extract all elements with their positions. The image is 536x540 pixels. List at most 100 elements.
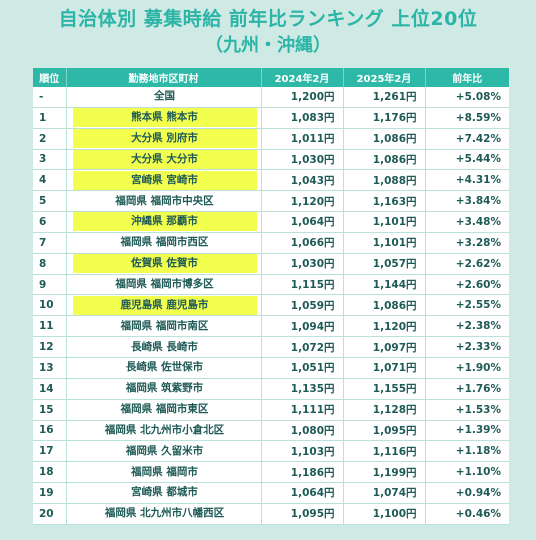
wage-2025-cell: 1,163円 bbox=[343, 190, 426, 213]
rank-cell: 8 bbox=[33, 253, 67, 275]
yoy-cell: +4.31% bbox=[425, 169, 509, 192]
header-area: 勤務地市区町村 bbox=[66, 68, 262, 87]
wage-2024-cell: 1,051円 bbox=[261, 357, 344, 379]
title-sub: （九州・沖縄） bbox=[205, 35, 331, 56]
area-label: 福岡県 北九州市八幡西区 bbox=[104, 507, 225, 520]
ranking-table: 順位 勤務地市区町村 2024年2月 2025年2月 前年比 - 全国 1,200円… bbox=[33, 68, 509, 525]
wage-2024-cell: 1,115円 bbox=[261, 274, 344, 296]
wage-2025-cell: 1,199円 bbox=[343, 461, 426, 484]
table-row: 12 長崎県 長崎市 1,072円 1,097円 +2.33% bbox=[33, 336, 509, 358]
yoy-cell: +2.38% bbox=[425, 315, 509, 338]
yoy-cell: +5.44% bbox=[425, 149, 509, 171]
rank-cell: 16 bbox=[33, 420, 67, 442]
wage-2024-cell: 1,083円 bbox=[261, 107, 344, 129]
wage-2024-cell: 1,095円 bbox=[261, 503, 344, 525]
table-row: 4 宮崎県 宮崎市 1,043円 1,088円 +4.31% bbox=[33, 169, 509, 192]
rank-cell: 1 bbox=[33, 107, 67, 129]
wage-2025-cell: 1,095円 bbox=[343, 420, 426, 442]
yoy-cell: +3.84% bbox=[425, 190, 509, 213]
area-label: 福岡県 福岡市南区 bbox=[120, 319, 209, 332]
wage-2025-cell: 1,101円 bbox=[343, 211, 426, 233]
rank-cell: 4 bbox=[33, 169, 67, 192]
table-header: 順位 勤務地市区町村 2024年2月 2025年2月 前年比 bbox=[33, 68, 509, 87]
wage-2024-cell: 1,043円 bbox=[261, 169, 344, 192]
wage-2024-cell: 1,135円 bbox=[261, 378, 344, 400]
table-row: 17 福岡県 久留米市 1,103円 1,116円 +1.18% bbox=[33, 440, 509, 463]
wage-2025-cell: 1,097円 bbox=[343, 336, 426, 358]
yoy-cell: +2.60% bbox=[425, 274, 509, 296]
yoy-cell: +3.28% bbox=[425, 232, 509, 254]
wage-2025-cell: 1,261円 bbox=[343, 87, 426, 108]
area-label: 福岡県 筑紫野市 bbox=[125, 382, 204, 395]
wage-2025-cell: 1,071円 bbox=[343, 357, 426, 379]
area-cell: 長崎県 長崎市 bbox=[66, 336, 262, 358]
rank-cell: 11 bbox=[33, 315, 67, 338]
area-cell: 宮崎県 宮崎市 bbox=[66, 169, 262, 192]
table-row: 1 熊本県 熊本市 1,083円 1,176円 +8.59% bbox=[33, 107, 509, 129]
rank-cell: 18 bbox=[33, 461, 67, 484]
rank-cell: 13 bbox=[33, 357, 67, 379]
area-label: 福岡県 北九州市小倉北区 bbox=[104, 423, 225, 436]
wage-2025-cell: 1,057円 bbox=[343, 253, 426, 275]
area-label: 長崎県 長崎市 bbox=[131, 340, 198, 353]
wage-2024-cell: 1,094円 bbox=[261, 315, 344, 338]
rank-cell: 6 bbox=[33, 211, 67, 233]
table-row: - 全国 1,200円 1,261円 +5.08% bbox=[33, 87, 509, 108]
wage-2024-cell: 1,066円 bbox=[261, 232, 344, 254]
wage-2024-cell: 1,030円 bbox=[261, 253, 344, 275]
rank-cell: 5 bbox=[33, 190, 67, 213]
table-row: 9 福岡県 福岡市博多区 1,115円 1,144円 +2.60% bbox=[33, 274, 509, 296]
rank-cell: 20 bbox=[33, 503, 67, 525]
table-row: 11 福岡県 福岡市南区 1,094円 1,120円 +2.38% bbox=[33, 315, 509, 338]
area-label: 全国 bbox=[154, 90, 175, 103]
area-label-highlighted: 熊本県 熊本市 bbox=[72, 108, 257, 128]
area-cell: 宮崎県 都城市 bbox=[66, 482, 262, 504]
header-yoy: 前年比 bbox=[425, 68, 509, 87]
header-2024: 2024年2月 bbox=[261, 68, 344, 87]
area-label: 福岡県 福岡市西区 bbox=[120, 236, 209, 249]
page-title: 自治体別 募集時給 前年比ランキング 上位20位 （九州・沖縄） bbox=[0, 6, 536, 59]
table-row: 6 沖縄県 那覇市 1,064円 1,101円 +3.48% bbox=[33, 211, 509, 233]
area-label-highlighted: 大分県 大分市 bbox=[72, 149, 257, 169]
yoy-cell: +2.62% bbox=[425, 253, 509, 275]
rank-cell: 19 bbox=[33, 482, 67, 504]
area-cell: 熊本県 熊本市 bbox=[66, 107, 262, 129]
area-cell: 福岡県 久留米市 bbox=[66, 440, 262, 463]
area-label: 福岡県 福岡市 bbox=[131, 465, 198, 478]
wage-2024-cell: 1,186円 bbox=[261, 461, 344, 484]
area-cell: 福岡県 筑紫野市 bbox=[66, 378, 262, 400]
table-row: 2 大分県 別府市 1,011円 1,086円 +7.42% bbox=[33, 128, 509, 150]
rank-cell: 2 bbox=[33, 128, 67, 150]
wage-2025-cell: 1,086円 bbox=[343, 128, 426, 150]
title-main: 自治体別 募集時給 前年比ランキング 上位20位 bbox=[58, 8, 478, 30]
wage-2024-cell: 1,072円 bbox=[261, 336, 344, 358]
area-label: 福岡県 福岡市博多区 bbox=[115, 278, 214, 291]
area-label-highlighted: 沖縄県 那覇市 bbox=[72, 212, 257, 232]
rank-cell: 3 bbox=[33, 149, 67, 171]
area-cell: 福岡県 北九州市八幡西区 bbox=[66, 503, 262, 525]
wage-2024-cell: 1,120円 bbox=[261, 190, 344, 213]
wage-2025-cell: 1,120円 bbox=[343, 315, 426, 338]
table-row: 20 福岡県 北九州市八幡西区 1,095円 1,100円 +0.46% bbox=[33, 503, 509, 525]
area-cell: 福岡県 福岡市東区 bbox=[66, 399, 262, 421]
rank-cell: 15 bbox=[33, 399, 67, 421]
header-rank: 順位 bbox=[33, 68, 67, 87]
table-row: 7 福岡県 福岡市西区 1,066円 1,101円 +3.28% bbox=[33, 232, 509, 254]
rank-cell: 9 bbox=[33, 274, 67, 296]
area-cell: 佐賀県 佐賀市 bbox=[66, 253, 262, 275]
area-label-highlighted: 佐賀県 佐賀市 bbox=[72, 254, 257, 274]
rank-cell: 7 bbox=[33, 232, 67, 254]
header-2025: 2025年2月 bbox=[343, 68, 426, 87]
yoy-cell: +5.08% bbox=[425, 87, 509, 108]
wage-2024-cell: 1,030円 bbox=[261, 149, 344, 171]
wage-2024-cell: 1,064円 bbox=[261, 211, 344, 233]
area-cell: 全国 bbox=[66, 87, 262, 108]
table-row: 14 福岡県 筑紫野市 1,135円 1,155円 +1.76% bbox=[33, 378, 509, 400]
wage-2025-cell: 1,101円 bbox=[343, 232, 426, 254]
area-cell: 福岡県 福岡市西区 bbox=[66, 232, 262, 254]
yoy-cell: +7.42% bbox=[425, 128, 509, 150]
wage-2025-cell: 1,155円 bbox=[343, 378, 426, 400]
wage-2024-cell: 1,103円 bbox=[261, 440, 344, 463]
table-row: 16 福岡県 北九州市小倉北区 1,080円 1,095円 +1.39% bbox=[33, 420, 509, 442]
header-row: 順位 勤務地市区町村 2024年2月 2025年2月 前年比 bbox=[33, 68, 509, 87]
